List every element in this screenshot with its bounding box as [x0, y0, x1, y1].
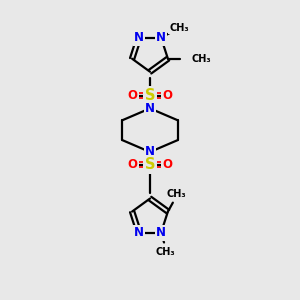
Text: O: O	[127, 158, 137, 171]
Text: S: S	[145, 158, 155, 172]
Text: N: N	[156, 226, 166, 239]
Text: N: N	[156, 31, 166, 44]
Text: CH₃: CH₃	[169, 23, 189, 33]
Text: CH₃: CH₃	[166, 189, 186, 199]
Text: CH₃: CH₃	[192, 54, 211, 64]
Text: O: O	[127, 89, 137, 102]
Text: CH₃: CH₃	[155, 248, 175, 257]
Text: N: N	[145, 102, 155, 115]
Text: N: N	[134, 226, 144, 239]
Text: O: O	[163, 158, 173, 171]
Text: O: O	[163, 89, 173, 102]
Text: N: N	[145, 146, 155, 158]
Text: S: S	[145, 88, 155, 103]
Text: N: N	[134, 31, 144, 44]
